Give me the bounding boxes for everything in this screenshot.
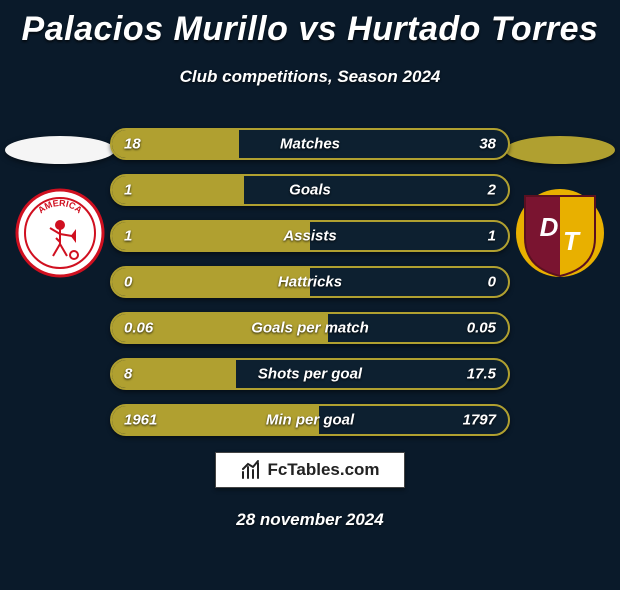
stat-right-value: 1 [488, 228, 496, 245]
stat-left-value: 0.06 [124, 320, 153, 337]
stat-left-value: 18 [124, 136, 141, 153]
date-text: 28 november 2024 [236, 510, 383, 530]
stat-row: 0.06 0.05 Goals per match [110, 312, 510, 344]
stat-left-value: 1 [124, 228, 132, 245]
stat-row: 18 38 Matches [110, 128, 510, 160]
stat-label: Goals [289, 182, 331, 199]
stat-fill [112, 222, 310, 250]
stat-left-value: 1 [124, 182, 132, 199]
stat-left-value: 0 [124, 274, 132, 291]
right-ellipse [505, 136, 615, 164]
left-team-badge: AMERICA [15, 188, 105, 278]
stats-rows: 18 38 Matches 1 2 Goals 1 1 Assists 0 0 Hattricks 0.… [110, 128, 510, 450]
stat-right-value: 0 [488, 274, 496, 291]
svg-text:T: T [563, 226, 581, 256]
stat-label: Assists [283, 228, 336, 245]
stat-left-value: 1961 [124, 412, 157, 429]
stat-row: 1 2 Goals [110, 174, 510, 206]
stat-label: Hattricks [278, 274, 342, 291]
stat-label: Shots per goal [258, 366, 362, 383]
page-title: Palacios Murillo vs Hurtado Torres [0, 10, 620, 49]
brand-text: FcTables.com [267, 460, 379, 480]
stat-right-value: 1797 [463, 412, 496, 429]
stat-label: Min per goal [266, 412, 354, 429]
subtitle: Club competitions, Season 2024 [0, 67, 620, 87]
right-team-badge: D T [515, 188, 605, 278]
stat-row: 1 1 Assists [110, 220, 510, 252]
svg-text:D: D [540, 212, 559, 242]
stat-row: 0 0 Hattricks [110, 266, 510, 298]
stat-right-value: 0.05 [467, 320, 496, 337]
brand-box: FcTables.com [215, 452, 405, 488]
left-ellipse [5, 136, 115, 164]
stat-right-value: 38 [479, 136, 496, 153]
stat-right-value: 2 [488, 182, 496, 199]
stat-left-value: 8 [124, 366, 132, 383]
stat-label: Matches [280, 136, 340, 153]
stat-right-value: 17.5 [467, 366, 496, 383]
stat-label: Goals per match [251, 320, 369, 337]
stat-row: 1961 1797 Min per goal [110, 404, 510, 436]
brand-logo-icon [240, 459, 262, 481]
stat-row: 8 17.5 Shots per goal [110, 358, 510, 390]
